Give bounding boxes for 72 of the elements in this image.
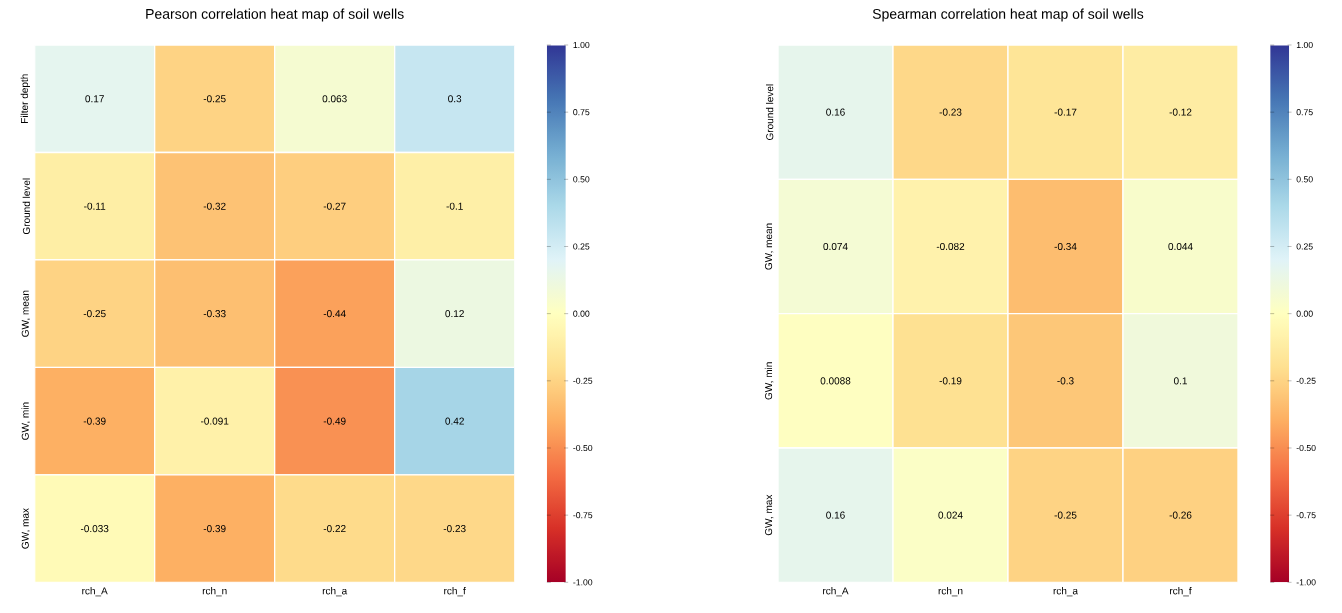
data-label: -0.44 — [323, 310, 346, 318]
data-label: -0.49 — [323, 417, 346, 425]
data-label: 0.16 — [826, 511, 845, 519]
color-bar-label: 0.50 — [573, 176, 590, 183]
color-bar-label: -0.75 — [573, 512, 593, 519]
y-tick-label: Ground level — [22, 178, 30, 235]
x-tick-label: rch_f — [1170, 587, 1192, 597]
data-label: 0.12 — [445, 310, 464, 318]
data-label: -0.32 — [203, 202, 226, 210]
x-tick-label: rch_f — [444, 587, 466, 597]
x-tick-label: rch_n — [938, 587, 963, 597]
x-tick-label: rch_A — [823, 587, 849, 597]
data-label: 0.1 — [1173, 377, 1187, 385]
data-label: -0.39 — [203, 525, 226, 533]
color-bar-label: -0.75 — [1296, 512, 1316, 519]
data-label: -0.3 — [1057, 377, 1074, 385]
color-bar-label: -0.50 — [1296, 444, 1316, 452]
x-tick-label: rch_a — [322, 587, 348, 597]
data-label: -0.23 — [939, 108, 962, 116]
color-bar-label: -0.50 — [573, 444, 593, 452]
y-tick-label: Ground level — [765, 84, 774, 141]
data-label: 0.16 — [826, 108, 845, 116]
data-label: -0.082 — [936, 242, 965, 251]
data-label: 0.024 — [938, 511, 963, 519]
data-label: -0.091 — [200, 417, 229, 425]
data-label: -0.19 — [939, 377, 962, 385]
color-bar-label: 0.25 — [573, 243, 590, 250]
color-bar-label: 0.50 — [1296, 176, 1313, 183]
color-bar-label: -1.00 — [1296, 579, 1316, 586]
color-bar-label: 0.00 — [1296, 310, 1313, 317]
data-label: 0.17 — [85, 95, 104, 103]
data-label: -0.25 — [203, 95, 226, 103]
x-tick-label: rch_a — [1053, 587, 1079, 597]
data-label: -0.12 — [1169, 108, 1192, 116]
color-bar-label: -0.25 — [573, 377, 593, 384]
data-label: -0.25 — [1054, 511, 1077, 519]
data-label: -0.33 — [203, 310, 226, 318]
x-tick-label: rch_A — [82, 587, 108, 597]
y-tick-label: GW, min — [764, 362, 774, 400]
chart-title: Pearson correlation heat map of soil wells — [146, 8, 404, 22]
y-tick-label: GW, mean — [765, 223, 774, 270]
color-bar-label: 0.75 — [573, 109, 590, 116]
y-tick-label: Filter depth — [20, 74, 30, 123]
y-tick-label: GW, max — [21, 508, 30, 549]
data-label: -0.34 — [1054, 242, 1077, 251]
data-label: -0.39 — [83, 417, 106, 425]
data-label: -0.26 — [1169, 511, 1192, 519]
data-label: -0.1 — [446, 202, 463, 210]
data-label: -0.17 — [1054, 108, 1077, 116]
chart-title: Spearman correlation heat map of soil wells — [872, 8, 1144, 22]
data-label: 0.063 — [322, 95, 347, 103]
y-tick-label: GW, max — [765, 494, 774, 536]
color-bar-label: 0.25 — [1296, 243, 1313, 250]
data-label: -0.11 — [84, 202, 106, 210]
data-label: -0.033 — [80, 525, 109, 533]
color-bar-label: 0.00 — [573, 310, 590, 317]
data-label: 0.044 — [1168, 242, 1193, 251]
color-bar-label: -0.25 — [1296, 377, 1316, 384]
color-bar-label: 1.00 — [573, 41, 590, 49]
color-bar-label: 0.75 — [1296, 109, 1313, 116]
color-bar-label: 1.00 — [1296, 41, 1313, 49]
y-tick-label: GW, min — [21, 402, 30, 440]
y-tick-label: GW, mean — [21, 290, 30, 337]
x-tick-label: rch_n — [202, 587, 227, 597]
data-label: -0.23 — [443, 525, 466, 533]
data-label: -0.27 — [323, 202, 346, 210]
data-label: -0.22 — [323, 525, 346, 533]
data-label: 0.074 — [823, 242, 848, 251]
color-bar-label: -1.00 — [573, 579, 593, 586]
data-label: -0.25 — [83, 310, 106, 318]
data-label: 0.0088 — [820, 377, 851, 385]
data-label: 0.42 — [445, 417, 464, 425]
